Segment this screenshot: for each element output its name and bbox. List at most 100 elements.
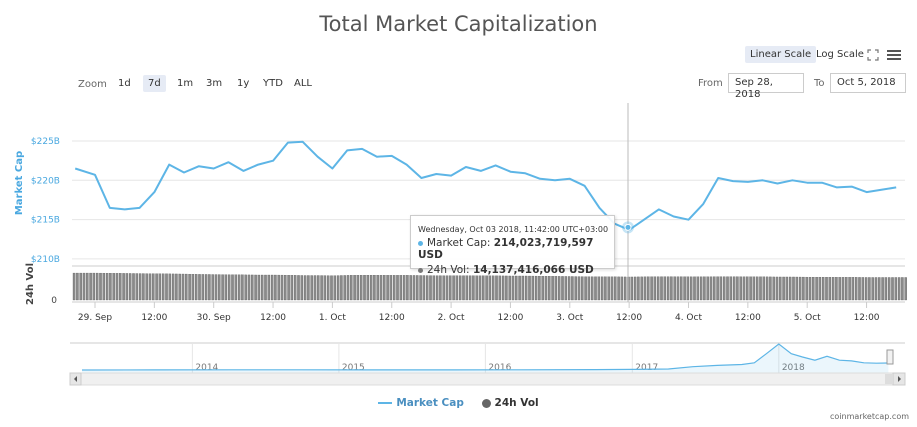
volume-bar xyxy=(425,275,429,301)
volume-bar xyxy=(353,275,356,301)
volume-bar xyxy=(656,276,660,301)
volume-bar xyxy=(260,274,264,301)
volume-bar xyxy=(548,276,551,301)
volume-bar xyxy=(402,275,406,301)
volume-bar xyxy=(231,274,234,301)
volume-bar xyxy=(449,275,452,301)
navigator-tick-label: 2015 xyxy=(342,363,365,373)
volume-bar xyxy=(211,274,214,301)
volume-bar xyxy=(897,277,901,301)
volume-bar xyxy=(125,273,129,301)
volume-bar xyxy=(201,274,205,301)
volume-bar xyxy=(755,276,759,301)
volume-bar xyxy=(72,272,76,301)
volume-bar xyxy=(524,275,528,301)
hamburger-menu-icon[interactable] xyxy=(887,49,901,61)
zoom-button-3m[interactable]: 3m xyxy=(206,78,223,89)
legend-market-cap[interactable]: Market Cap xyxy=(378,397,464,409)
zoom-button-1m[interactable]: 1m xyxy=(177,78,194,89)
volume-bar xyxy=(270,274,274,301)
log-scale-button[interactable]: Log Scale xyxy=(816,49,864,60)
from-date-input[interactable]: Sep 28, 2018 xyxy=(728,73,804,100)
volume-bar xyxy=(379,275,383,301)
volume-bar xyxy=(409,275,412,301)
expand-icon[interactable] xyxy=(867,49,879,61)
volume-bar xyxy=(848,277,851,301)
volume-bar xyxy=(617,276,620,301)
volume-bar xyxy=(323,275,327,301)
volume-bar xyxy=(307,275,310,301)
market-cap-chart[interactable]: $225B $220B $215B $210B Market Cap 24h Vol 0 29… xyxy=(0,0,917,395)
volume-bar xyxy=(765,276,769,301)
volume-bar xyxy=(452,275,455,301)
volume-bar xyxy=(818,276,822,301)
volume-bar xyxy=(706,276,709,301)
volume-bar xyxy=(227,274,231,301)
linear-scale-button[interactable]: Linear Scale xyxy=(745,46,817,63)
volume-bar xyxy=(376,275,379,301)
volume-bar xyxy=(468,275,472,301)
volume-bar xyxy=(112,273,115,301)
volume-bar xyxy=(686,276,690,301)
volume-bar xyxy=(317,275,320,301)
scrollbar-thumb[interactable] xyxy=(885,374,893,384)
zoom-button-all[interactable]: ALL xyxy=(294,78,312,89)
volume-bar xyxy=(785,276,789,301)
volume-bar xyxy=(594,276,597,301)
volume-bar xyxy=(511,275,515,301)
market-cap-dot-icon xyxy=(418,240,423,246)
volume-bar xyxy=(643,276,647,301)
volume-bar xyxy=(330,275,333,301)
volume-bar xyxy=(798,276,802,301)
volume-bar xyxy=(89,272,92,301)
volume-bar xyxy=(746,276,749,301)
volume-bar xyxy=(887,277,891,301)
volume-bar xyxy=(851,277,855,301)
volume-bar xyxy=(142,273,145,301)
tooltip-market-cap-label: Market Cap: xyxy=(427,237,491,249)
navigator-line xyxy=(81,343,889,371)
zoom-button-1d[interactable]: 1d xyxy=(118,78,131,89)
volume-bar xyxy=(534,275,538,301)
tooltip-volume-label: 24h Vol: xyxy=(427,264,470,276)
volume-bar xyxy=(161,273,165,301)
volume-bar xyxy=(267,274,271,301)
volume-bar xyxy=(485,275,488,301)
volume-bar xyxy=(109,273,112,301)
tooltip-time: Wednesday, Oct 03 2018, 11:42:00 UTC+03:… xyxy=(418,225,609,234)
scrollbar-track[interactable] xyxy=(69,372,906,386)
volume-bar xyxy=(696,276,700,301)
volume-bar xyxy=(119,273,122,301)
volume-bar xyxy=(604,276,607,301)
volume-bar xyxy=(178,273,181,301)
volume-bar xyxy=(99,272,102,301)
volume-bar xyxy=(221,274,224,301)
volume-bar xyxy=(670,276,673,301)
volume-bar xyxy=(825,277,828,301)
volume-bar xyxy=(531,275,535,301)
volume-bar xyxy=(442,275,445,301)
zoom-button-7d[interactable]: 7d xyxy=(143,75,166,92)
volume-tick-label: 0 xyxy=(51,296,57,306)
volume-bar xyxy=(501,275,505,301)
volume-bar xyxy=(287,275,290,301)
volume-bar xyxy=(152,273,155,301)
y-tick-label: $225B xyxy=(31,137,60,147)
volume-bar xyxy=(79,272,82,301)
navigator-handle[interactable] xyxy=(886,349,894,365)
legend-volume[interactable]: 24h Vol xyxy=(481,397,539,409)
volume-bar xyxy=(795,276,799,301)
zoom-button-1y[interactable]: 1y xyxy=(237,78,250,89)
volume-bar xyxy=(581,276,584,301)
x-tick-label: 5. Oct xyxy=(794,313,821,323)
volume-bar xyxy=(495,275,498,301)
volume-bar xyxy=(881,277,884,301)
volume-bar xyxy=(861,277,865,301)
credit-link[interactable]: coinmarketcap.com xyxy=(830,412,909,421)
volume-bar xyxy=(406,275,409,301)
market-cap-line[interactable] xyxy=(74,140,897,231)
volume-bar xyxy=(336,275,340,301)
volume-bar xyxy=(435,275,439,301)
zoom-button-ytd[interactable]: YTD xyxy=(263,78,283,89)
to-date-input[interactable]: Oct 5, 2018 xyxy=(830,73,906,93)
